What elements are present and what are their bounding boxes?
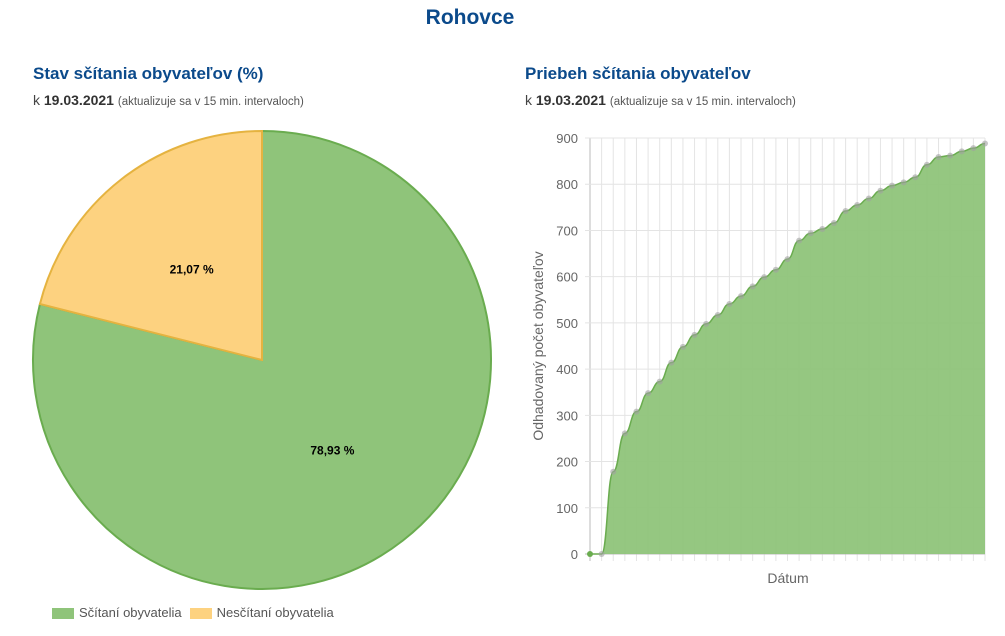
data-point [982,140,988,147]
data-point [610,468,617,475]
data-point [656,378,663,385]
data-point [645,390,652,397]
y-tick-label: 800 [556,177,578,192]
data-point [784,256,791,263]
data-point [714,312,721,319]
y-tick-label: 300 [556,408,578,423]
y-tick-label: 600 [556,270,578,285]
pie-slice-label: 78,93 % [310,443,354,457]
legend-label: Nesčítaní obyvatelia [216,605,334,620]
data-point [842,208,849,215]
pie-legend: Sčítaní obyvatelia Nesčítaní obyvatelia [52,605,334,620]
y-tick-label: 700 [556,223,578,238]
data-point [621,430,628,437]
data-point [726,300,733,307]
legend-item-counted[interactable]: Sčítaní obyvatelia [52,605,182,620]
data-point [854,202,861,209]
pie-slice [38,129,263,362]
data-point [877,187,884,194]
prefix: k [33,92,40,108]
line-chart-subtitle: k 19.03.2021 (aktualizuje sa v 15 min. i… [525,92,796,108]
legend-swatch [52,608,74,620]
data-point [935,153,942,160]
data-point [900,179,907,186]
data-point [587,551,593,557]
page-title: Rohovce [425,6,515,29]
data-point [598,551,605,557]
data-point [679,343,686,350]
data-point [912,174,919,181]
legend-swatch [189,608,212,620]
data-point [865,195,872,202]
data-point [772,266,779,273]
prefix: k [525,92,532,108]
y-tick-label: 200 [556,455,578,470]
data-point [796,237,803,244]
data-point [668,359,675,366]
pie-slice-label: 21,07 % [170,263,214,277]
data-point [970,145,977,152]
y-tick-label: 900 [556,131,578,146]
data-point [807,230,814,237]
data-point [889,182,896,189]
data-point [703,320,710,327]
data-point [691,331,698,338]
data-point [958,148,965,155]
pie-chart-title: Stav sčítania obyvateľov (%) [33,64,264,83]
pie-chart-subtitle: k 19.03.2021 (aktualizuje sa v 15 min. i… [33,92,304,108]
note: (aktualizuje sa v 15 min. intervaloch) [117,96,304,108]
x-axis-title: Dátum [767,570,808,586]
legend-label: Sčítaní obyvatelia [79,605,182,620]
data-point [819,226,826,233]
note: (aktualizuje sa v 15 min. intervaloch) [609,96,796,108]
data-point [761,274,768,281]
data-point [923,161,930,168]
date: 19.03.2021 [535,92,606,108]
y-tick-label: 400 [556,362,578,377]
y-tick-label: 100 [556,501,578,516]
y-tick-label: 500 [556,316,578,331]
data-point [633,408,640,415]
data-point [830,220,837,227]
data-point [947,152,954,159]
data-point [749,283,756,290]
area-fill [590,143,985,554]
y-tick-label: 0 [571,547,578,562]
y-axis-title: Odhadovaný počet obyvateľov [530,251,546,440]
data-point [738,293,745,300]
date: 19.03.2021 [43,92,114,108]
line-chart-title: Priebeh sčítania obyvateľov [525,64,751,83]
legend-item-uncounted[interactable]: Nesčítaní obyvatelia [189,605,334,620]
